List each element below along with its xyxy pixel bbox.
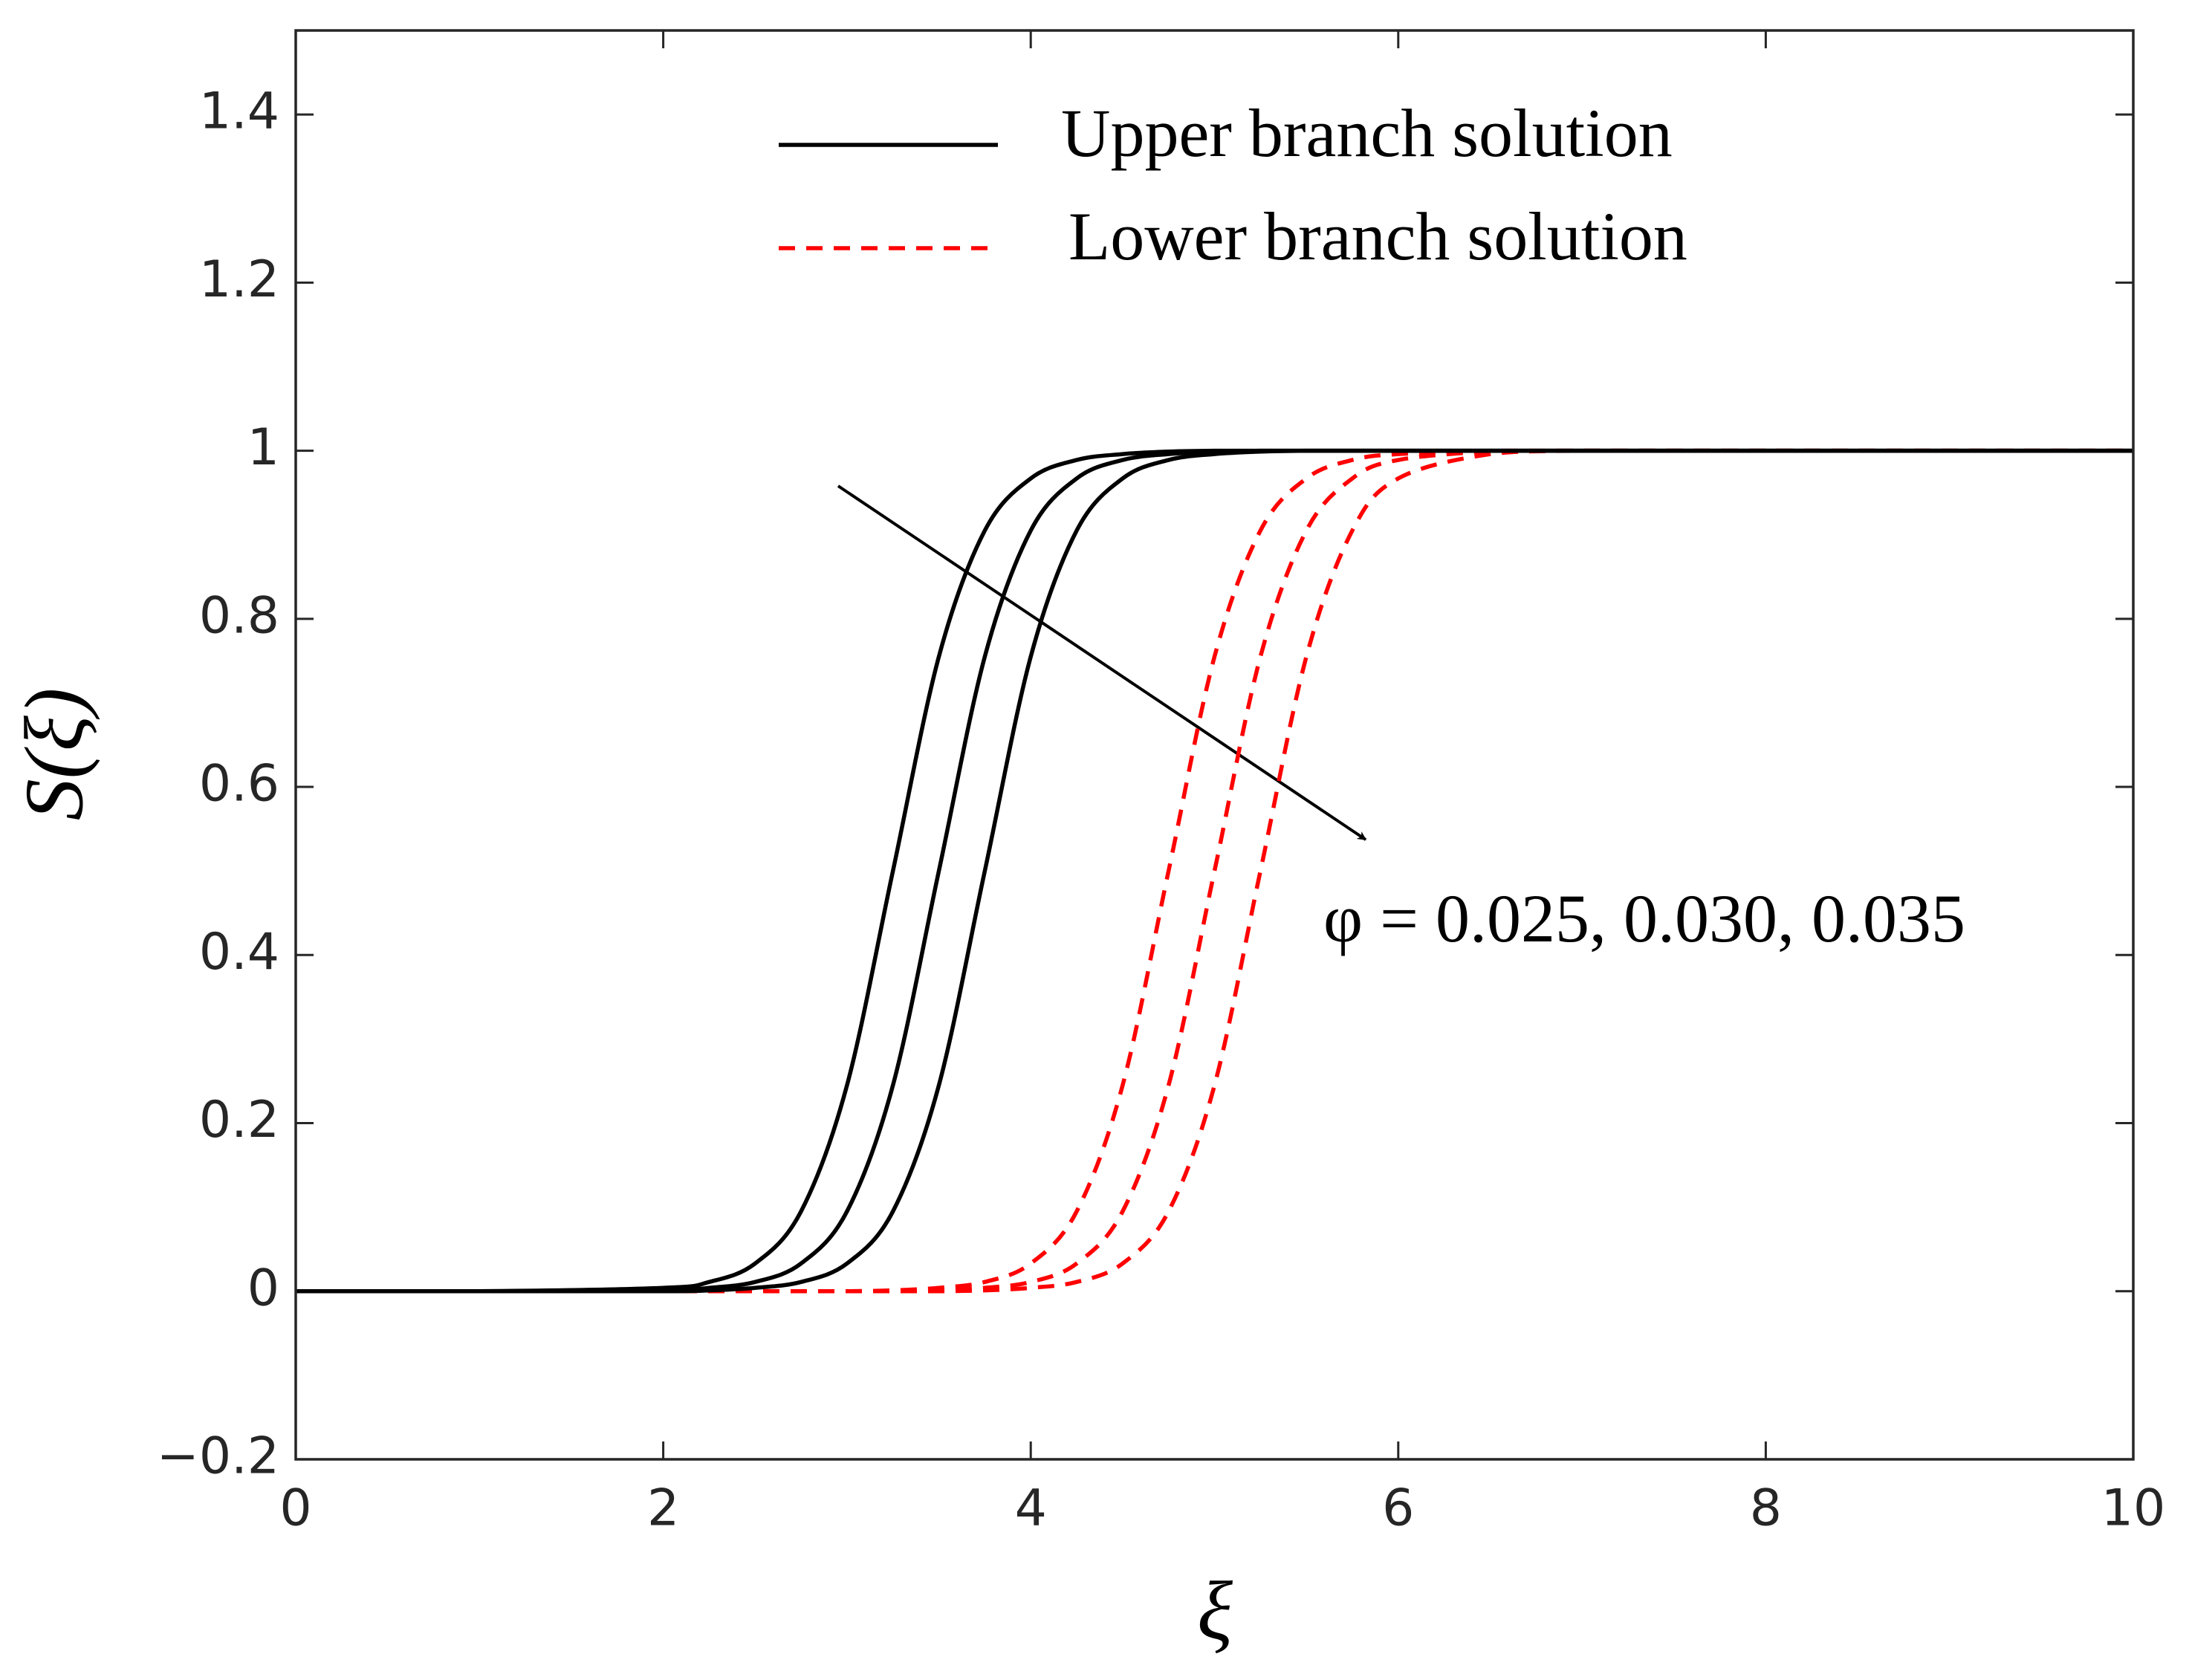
x-axis-label: ξ <box>1197 1566 1233 1658</box>
legend-label: Upper branch solution <box>1061 95 1673 171</box>
y-tick-label: 0.8 <box>199 586 279 645</box>
y-tick-label: 1.4 <box>199 82 279 141</box>
y-tick-label: 1 <box>247 418 279 477</box>
x-tick-label: 6 <box>1382 1479 1414 1538</box>
line-series <box>295 448 2133 1294</box>
arrow <box>837 484 1367 841</box>
line-series <box>295 448 2133 1294</box>
x-tick-label: 10 <box>2101 1479 2166 1538</box>
y-axis-label: S(ξ) <box>9 688 101 821</box>
y-tick-label: 0.4 <box>199 923 279 982</box>
plot-frame <box>294 29 2135 1461</box>
legend-label: Lower branch solution <box>1068 198 1687 274</box>
line-series <box>295 448 2133 1294</box>
x-tick-label: 4 <box>1015 1479 1047 1538</box>
x-tick-label: 0 <box>279 1479 311 1538</box>
y-tick-label: 0.6 <box>199 755 279 814</box>
x-tick-label: 2 <box>647 1479 679 1538</box>
annotation: φ = 0.025, 0.030, 0.035 <box>1323 880 1965 956</box>
y-tick-label: 0 <box>247 1259 279 1317</box>
x-tick-label: 8 <box>1750 1479 1782 1538</box>
y-tick-label: 0.2 <box>199 1091 279 1149</box>
y-tick-label: 1.2 <box>199 250 279 309</box>
y-tick-label: −0.2 <box>157 1427 279 1486</box>
